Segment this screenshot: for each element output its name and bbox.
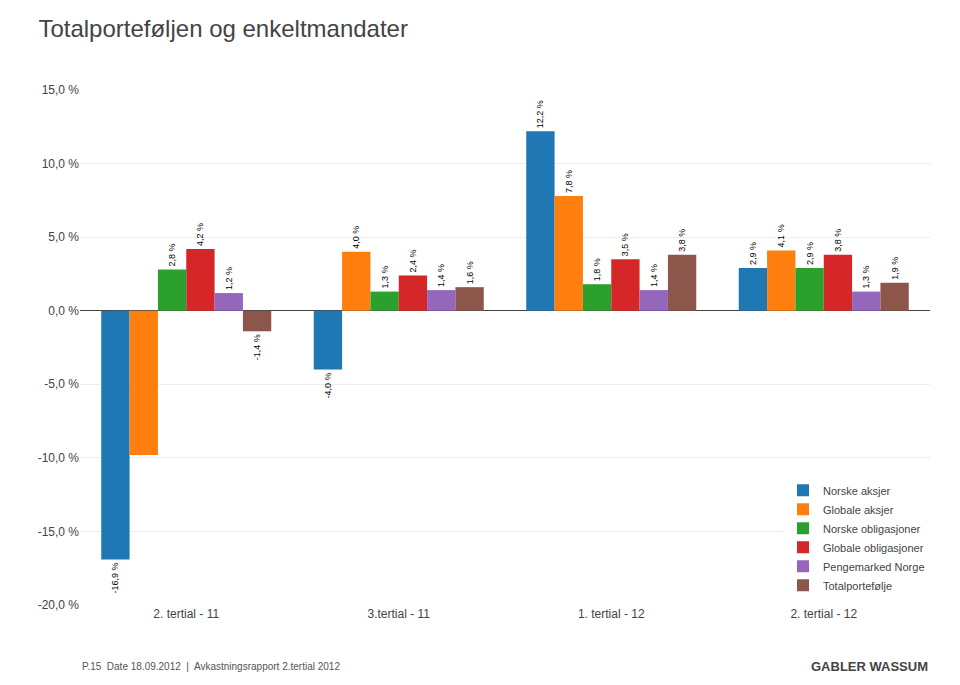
svg-text:4,0 %: 4,0 %: [351, 226, 361, 249]
svg-text:-20,0 %: -20,0 %: [38, 598, 80, 612]
svg-text:1. tertial - 12: 1. tertial - 12: [578, 607, 645, 621]
svg-text:1,4 %: 1,4 %: [436, 264, 446, 287]
svg-text:-1,4 %: -1,4 %: [252, 334, 262, 360]
svg-text:Totalporteføljen og enkeltmand: Totalporteføljen og enkeltmandater: [38, 15, 408, 42]
svg-text:10,0 %: 10,0 %: [42, 157, 80, 171]
svg-text:15,0 %: 15,0 %: [42, 83, 80, 97]
svg-text:1,6 %: 1,6 %: [465, 261, 475, 284]
svg-text:2. tertial - 11: 2. tertial - 11: [153, 607, 219, 621]
svg-text:12,2 %: 12,2 %: [535, 100, 545, 128]
svg-text:GABLER WASSUM: GABLER WASSUM: [811, 659, 928, 674]
svg-text:2,8 %: 2,8 %: [167, 243, 177, 266]
svg-text:7,8 %: 7,8 %: [564, 170, 574, 193]
svg-text:1,9 %: 1,9 %: [890, 257, 900, 280]
svg-text:-16,9 %: -16,9 %: [110, 562, 120, 593]
svg-text:3.tertial - 11: 3.tertial - 11: [368, 607, 431, 621]
svg-text:Norske aksjer: Norske aksjer: [823, 485, 891, 497]
svg-text:1,3 %: 1,3 %: [380, 266, 390, 289]
svg-text:0,0 %: 0,0 %: [48, 304, 79, 318]
svg-text:3,8 %: 3,8 %: [677, 229, 687, 252]
svg-text:2,9 %: 2,9 %: [748, 242, 758, 265]
svg-text:4,1 %: 4,1 %: [776, 224, 786, 247]
svg-text:1,4 %: 1,4 %: [649, 264, 659, 287]
svg-text:2,9 %: 2,9 %: [805, 242, 815, 265]
svg-text:2. tertial - 12: 2. tertial - 12: [790, 607, 857, 621]
svg-text:Norske obligasjoner: Norske obligasjoner: [823, 523, 921, 535]
svg-text:-15,0 %: -15,0 %: [38, 525, 80, 539]
svg-text:4,2 %: 4,2 %: [195, 223, 205, 246]
svg-text:Globale obligasjoner: Globale obligasjoner: [823, 542, 924, 554]
svg-text:-10,0 %: -10,0 %: [38, 451, 80, 465]
svg-text:1,8 %: 1,8 %: [592, 258, 602, 281]
svg-text:P.15 Date 18.09.2012 | Avka: P.15 Date 18.09.2012 | Avkastningsrappor…: [82, 661, 340, 672]
svg-text:5,0 %: 5,0 %: [48, 230, 79, 244]
svg-text:3,8 %: 3,8 %: [833, 229, 843, 252]
svg-text:1,2 %: 1,2 %: [224, 267, 234, 290]
svg-text:2,4 %: 2,4 %: [408, 249, 418, 272]
svg-text:-4,0 %: -4,0 %: [323, 373, 333, 399]
svg-text:1,3 %: 1,3 %: [861, 266, 871, 289]
svg-text:Pengemarked Norge: Pengemarked Norge: [823, 561, 925, 573]
svg-text:Totalportefølje: Totalportefølje: [823, 580, 892, 592]
svg-text:Globale aksjer: Globale aksjer: [823, 504, 894, 516]
svg-text:-5,0 %: -5,0 %: [44, 377, 79, 391]
svg-text:3,5 %: 3,5 %: [620, 233, 630, 256]
